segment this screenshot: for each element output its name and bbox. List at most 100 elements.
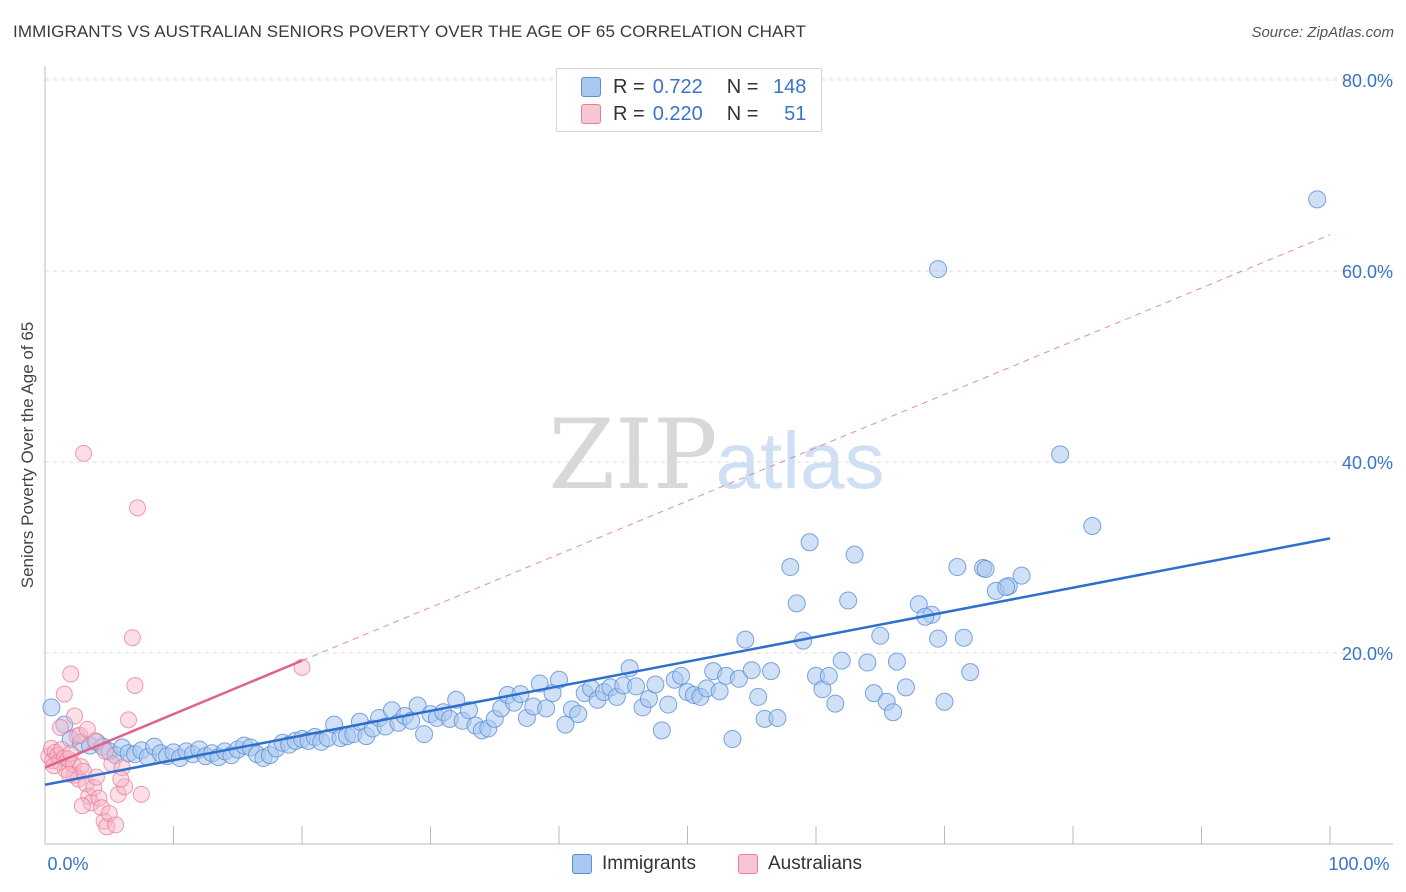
x-tick-label-max: 100.0% (1328, 854, 1389, 874)
immigrants-point (884, 703, 903, 722)
r-value: 0.220 (652, 102, 703, 125)
australians-point (80, 787, 98, 805)
x-tick-label-min: 0.0% (47, 854, 88, 874)
immigrants-point (832, 651, 851, 670)
immigrants-point (839, 591, 858, 610)
australians-point (90, 789, 108, 807)
chart-title: IMMIGRANTS VS AUSTRALIAN SENIORS POVERTY… (13, 22, 807, 41)
australians-legend-swatch (738, 854, 758, 874)
australians-point (85, 779, 103, 797)
australians-trend-line (44, 659, 303, 769)
gridlines (45, 77, 1393, 654)
y-axis-title: Seniors Poverty Over the Age of 65 (18, 322, 37, 588)
immigrants-point (550, 670, 568, 689)
bottom-legend-australians: Australians (738, 852, 862, 876)
immigrants-point (742, 661, 761, 680)
immigrants-point (929, 629, 948, 648)
australians-point (66, 707, 84, 725)
australians-point (112, 770, 130, 788)
immigrants-point (42, 698, 61, 717)
r-value: 0.722 (652, 75, 703, 98)
immigrants-point (997, 578, 1016, 597)
immigrants-swatch (581, 77, 601, 97)
australians-point (75, 444, 93, 462)
immigrants-point (976, 559, 995, 578)
australians-point (55, 685, 73, 703)
australians-point (123, 629, 141, 647)
immigrants-point (762, 662, 781, 681)
immigrants-point (887, 652, 906, 671)
legend-row-australians: R = 0.220 N = 51 (581, 102, 806, 126)
immigrants-point (659, 695, 678, 714)
australians-point (132, 785, 150, 803)
immigrants-point (787, 594, 806, 613)
immigrants-point (749, 687, 768, 706)
immigrants-point (948, 558, 967, 577)
immigrants-point (652, 721, 671, 740)
immigrants-point (935, 692, 954, 711)
r-label: R = (613, 75, 645, 98)
immigrants-point (819, 666, 838, 685)
immigrants-point (723, 729, 742, 748)
immigrants-legend-swatch (572, 854, 592, 874)
watermark-atlas: atlas (716, 416, 885, 505)
immigrants-trend-line (44, 537, 1331, 787)
immigrants-point (569, 705, 588, 724)
immigrants-point (961, 663, 980, 682)
immigrants-point (729, 669, 748, 688)
australians-point (73, 797, 91, 815)
australians-point (107, 816, 125, 834)
immigrants-point (845, 545, 864, 564)
trend-lines (44, 234, 1331, 787)
immigrants-point (1308, 190, 1327, 209)
australians-point (129, 499, 147, 517)
immigrants-point (1083, 516, 1102, 535)
y-tick-label: 80.0% (1342, 71, 1393, 91)
immigrants-point (627, 677, 646, 696)
immigrants-point (530, 674, 549, 693)
immigrants-point (672, 666, 691, 685)
y-tick-label: 60.0% (1342, 262, 1393, 282)
immigrants-legend-label: Immigrants (602, 853, 696, 874)
immigrants-point (858, 653, 877, 672)
immigrants-point (768, 708, 787, 727)
watermark-zip: ZIP (548, 399, 717, 511)
australians-points (40, 444, 311, 836)
australians-point (126, 676, 144, 694)
immigrants-point (1012, 566, 1031, 585)
immigrants-point (896, 678, 915, 697)
n-value: 148 (773, 75, 807, 98)
immigrants-point (415, 725, 434, 744)
immigrants-point (736, 630, 755, 649)
australians-trend-extension (301, 234, 1331, 662)
immigrants-point (826, 694, 845, 713)
immigrants-point (871, 626, 890, 645)
australians-point (51, 718, 69, 736)
immigrants-point (460, 701, 479, 720)
australians-point (120, 711, 138, 729)
australians-swatch (581, 104, 601, 124)
r-label: R = (613, 102, 645, 125)
immigrants-point (781, 558, 800, 577)
y-tick-label: 20.0% (1342, 644, 1393, 664)
n-label: N = (726, 102, 759, 125)
immigrants-point (929, 260, 948, 279)
y-tick-labels: 20.0% 40.0% 60.0% 80.0% (1342, 71, 1393, 664)
y-tick-label: 40.0% (1342, 453, 1393, 473)
axes (44, 66, 1393, 845)
australians-legend-label: Australians (768, 853, 862, 874)
immigrants-point (954, 628, 973, 647)
australians-point (116, 778, 134, 796)
immigrants-point (556, 715, 575, 734)
n-value: 51 (784, 102, 807, 125)
immigrants-point (800, 533, 819, 552)
legend-row-immigrants: R = 0.722 N = 148 (581, 75, 806, 99)
immigrants-point (646, 675, 665, 694)
immigrants-point (864, 684, 883, 703)
bottom-legend-immigrants: Immigrants (572, 852, 696, 876)
correlation-legend: R = 0.722 N = 148 R = 0.220 N = 51 (556, 68, 822, 132)
immigrants-point (1051, 445, 1070, 464)
source-label: Source: ZipAtlas.com (1251, 24, 1394, 41)
australians-point (62, 665, 80, 683)
